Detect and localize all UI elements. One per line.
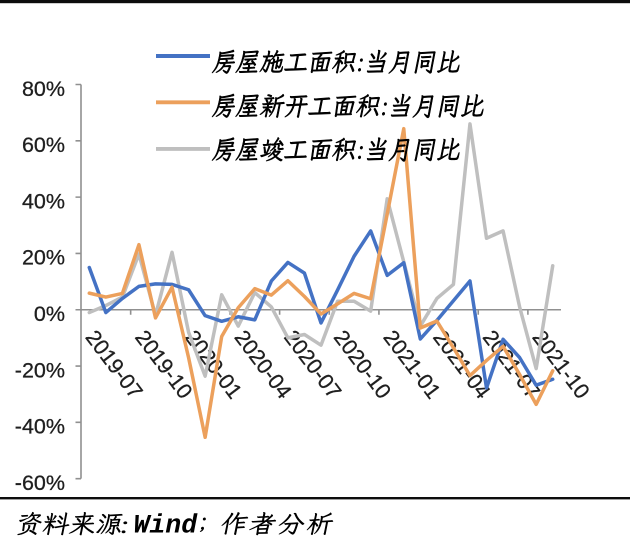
svg-text:-60%: -60% [15,471,65,495]
svg-text:40%: 40% [22,189,65,213]
svg-text:0%: 0% [34,302,65,326]
svg-text:60%: 60% [22,133,65,157]
svg-text:20%: 20% [22,246,65,270]
svg-text:80%: 80% [22,77,65,101]
svg-text:-40%: -40% [15,415,65,439]
svg-text:-20%: -20% [15,358,65,382]
